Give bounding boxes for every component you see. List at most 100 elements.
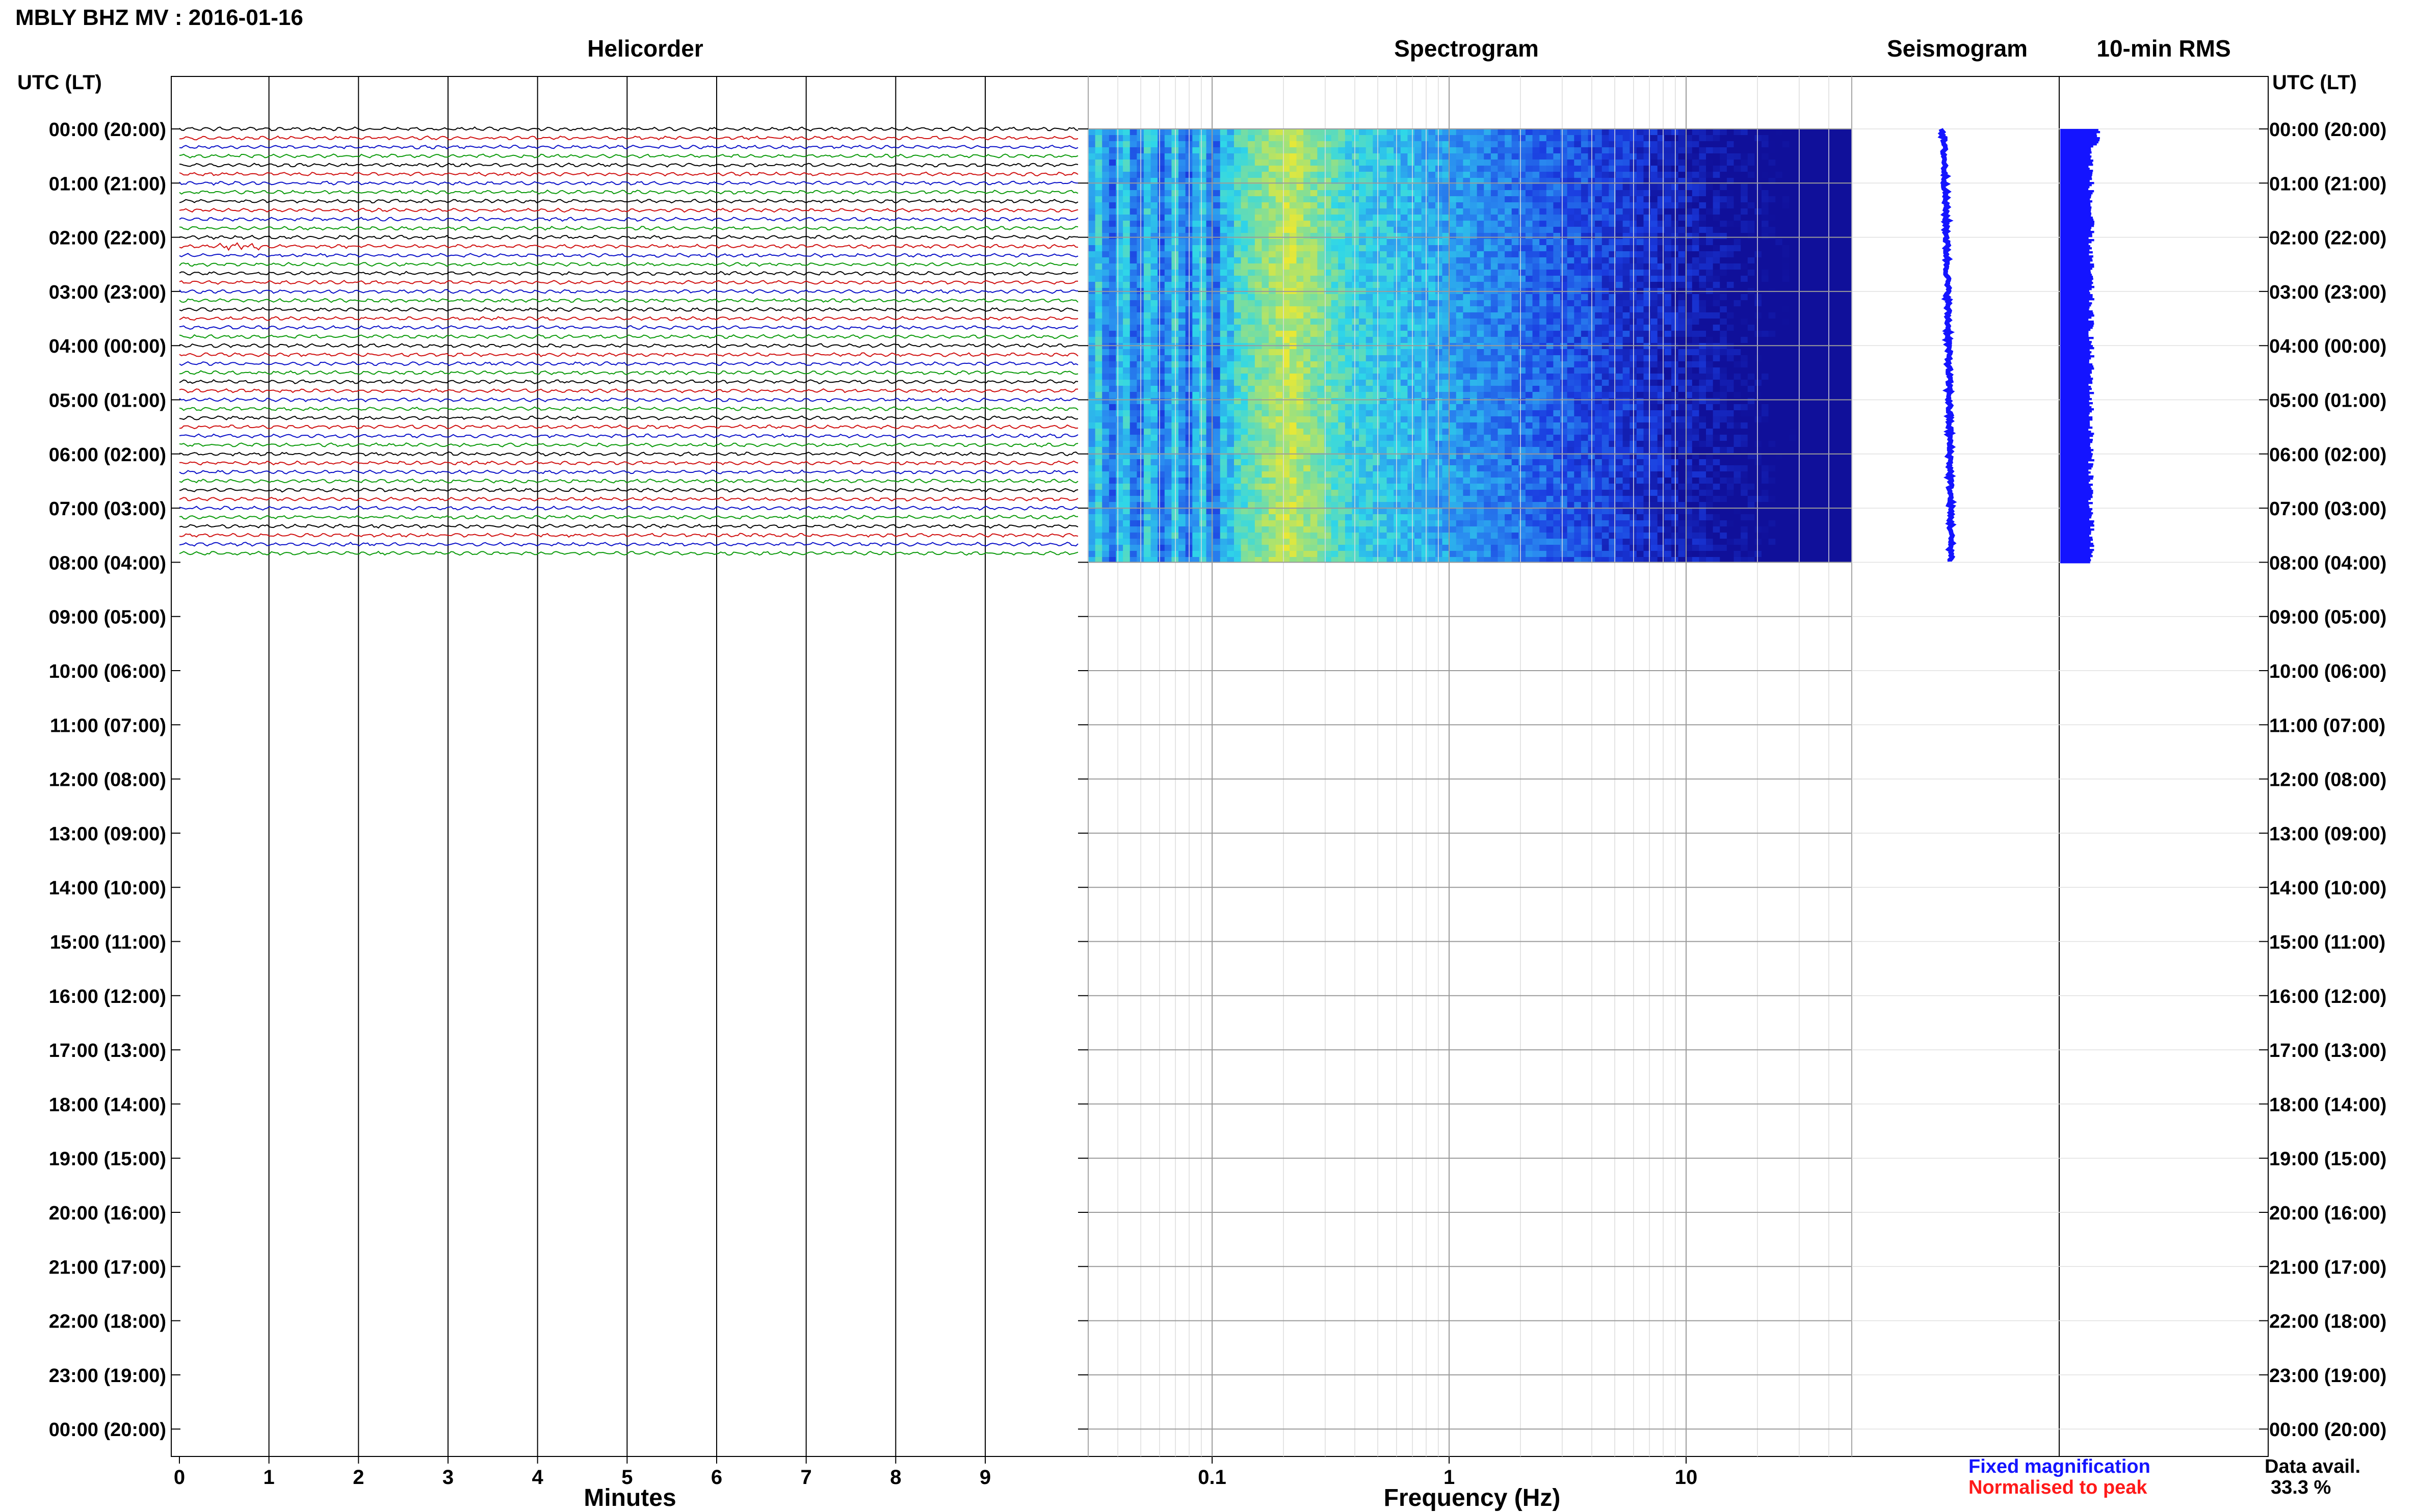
helicorder-trace (179, 136, 1078, 140)
helicorder-trace (179, 407, 1078, 411)
helicorder-trace (179, 190, 1078, 194)
helicorder-trace (179, 172, 1078, 176)
left-time-label: 17:00 (13:00) (49, 1040, 166, 1062)
helicorder-trace (179, 524, 1078, 528)
left-time-label: 21:00 (17:00) (49, 1257, 166, 1278)
right-time-label: 00:00 (20:00) (2269, 119, 2386, 141)
left-time-label: 16:00 (12:00) (49, 986, 166, 1007)
helicorder-trace (179, 425, 1078, 429)
helicorder-trace (179, 344, 1078, 348)
left-time-label: 15:00 (11:00) (50, 932, 166, 953)
helicorder-trace (179, 316, 1078, 321)
right-time-label: 14:00 (10:00) (2269, 878, 2386, 899)
helicorder-trace (179, 362, 1078, 365)
right-time-label: 08:00 (04:00) (2269, 552, 2386, 574)
helicorder-trace (179, 515, 1078, 519)
helicorder-trace (179, 389, 1078, 392)
left-time-label: 00:00 (20:00) (49, 1419, 166, 1441)
right-time-label: 02:00 (22:00) (2269, 228, 2386, 249)
helicorder-trace (179, 434, 1078, 438)
right-time-label: 05:00 (01:00) (2269, 390, 2386, 412)
data-availability-label: Data avail. (2265, 1456, 2360, 1478)
left-time-label: 20:00 (16:00) (49, 1203, 166, 1224)
helicorder-trace (179, 289, 1078, 293)
helicorder-trace (179, 154, 1078, 157)
right-time-label: 12:00 (08:00) (2269, 770, 2386, 791)
helicorder-trace (179, 470, 1078, 474)
data-availability-value: 33.3 % (2271, 1477, 2331, 1499)
left-time-label: 14:00 (10:00) (49, 878, 166, 899)
helicorder-trace (179, 542, 1078, 546)
helicorder-trace (179, 299, 1078, 302)
right-time-label: 18:00 (14:00) (2269, 1094, 2386, 1116)
right-time-label: 23:00 (19:00) (2269, 1365, 2386, 1387)
legend-normalised-to-peak: Normalised to peak (1968, 1477, 2147, 1499)
right-time-label: 21:00 (17:00) (2269, 1257, 2386, 1278)
helicorder-x-tick-label: 1 (264, 1466, 275, 1489)
helicorder-trace (179, 235, 1078, 239)
rms-bars (2060, 129, 2100, 563)
left-time-label: 01:00 (21:00) (49, 173, 166, 195)
helicorder-trace (179, 353, 1078, 356)
right-time-label: 22:00 (18:00) (2269, 1311, 2386, 1333)
helicorder-trace (179, 551, 1078, 555)
helicorder-trace (179, 534, 1078, 537)
helicorder-x-tick-label: 0 (174, 1466, 185, 1489)
helicorder-traces (179, 127, 1078, 555)
helicorder-trace (179, 199, 1078, 203)
right-time-label: 04:00 (00:00) (2269, 336, 2386, 357)
right-time-label: 09:00 (05:00) (2269, 607, 2386, 628)
left-time-label: 02:00 (22:00) (49, 228, 166, 249)
right-time-label: 10:00 (06:00) (2269, 661, 2386, 682)
helicorder-trace (179, 272, 1078, 275)
right-time-label: 03:00 (23:00) (2269, 282, 2386, 303)
helicorder-x-tick-label: 3 (442, 1466, 454, 1489)
right-time-label: 16:00 (12:00) (2269, 986, 2386, 1007)
left-time-label: 23:00 (19:00) (49, 1365, 166, 1387)
helicorder-trace (179, 262, 1078, 266)
helicorder-trace (179, 371, 1078, 375)
helicorder-trace (179, 335, 1078, 339)
right-time-label: 06:00 (02:00) (2269, 444, 2386, 466)
helicorder-trace (179, 398, 1078, 402)
spectrogram-x-tick-label: 0.1 (1198, 1466, 1226, 1489)
right-time-label: 07:00 (03:00) (2269, 498, 2386, 520)
left-time-label: 12:00 (08:00) (49, 770, 166, 791)
seismogram-frame (1852, 76, 2059, 1456)
helicorder-trace (179, 479, 1078, 483)
helicorder-trace (179, 461, 1078, 465)
left-time-label: 11:00 (07:00) (50, 715, 166, 736)
right-time-label: 13:00 (09:00) (2269, 824, 2386, 845)
spectrogram-x-axis-label: Frequency (Hz) (1319, 1484, 1625, 1512)
helicorder-trace (179, 127, 1078, 130)
helicorder-trace (179, 308, 1078, 311)
right-time-label: 20:00 (16:00) (2269, 1203, 2386, 1224)
right-time-label: 00:00 (20:00) (2269, 1419, 2386, 1441)
right-time-label: 15:00 (11:00) (2269, 932, 2385, 953)
right-time-label: 11:00 (07:00) (2269, 715, 2385, 736)
helicorder-trace (179, 452, 1078, 456)
left-time-label: 04:00 (00:00) (49, 336, 166, 357)
helicorder-trace (179, 497, 1078, 501)
helicorder-trace (179, 208, 1078, 212)
helicorder-trace (179, 380, 1078, 384)
helicorder-trace (179, 243, 1078, 250)
legend-fixed-magnification: Fixed magnification (1968, 1456, 2150, 1478)
helicorder-trace (179, 226, 1078, 230)
helicorder-x-tick-label: 2 (353, 1466, 364, 1489)
helicorder-trace (179, 326, 1078, 329)
left-time-label: 06:00 (02:00) (49, 444, 166, 466)
left-time-label: 13:00 (09:00) (49, 824, 166, 845)
right-time-label: 19:00 (15:00) (2269, 1149, 2386, 1170)
helicorder-x-tick-label: 7 (801, 1466, 812, 1489)
left-time-label: 22:00 (18:00) (49, 1311, 166, 1333)
helicorder-trace (179, 443, 1078, 446)
helicorder-x-tick-label: 9 (980, 1466, 991, 1489)
helicorder-trace (179, 181, 1078, 185)
left-time-label: 09:00 (05:00) (49, 607, 166, 628)
spectrogram-x-tick-label: 10 (1675, 1466, 1698, 1489)
helicorder-trace (179, 281, 1078, 284)
helicorder-trace (179, 163, 1078, 167)
left-time-label: 03:00 (23:00) (49, 282, 166, 303)
